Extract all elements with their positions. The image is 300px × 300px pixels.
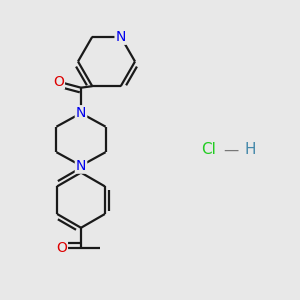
- Text: H: H: [244, 142, 256, 158]
- Text: O: O: [56, 241, 67, 255]
- Text: N: N: [76, 106, 86, 120]
- Text: —: —: [224, 142, 239, 158]
- Text: N: N: [116, 30, 126, 44]
- Text: N: N: [76, 159, 86, 173]
- Text: O: O: [53, 75, 64, 89]
- Text: Cl: Cl: [201, 142, 216, 158]
